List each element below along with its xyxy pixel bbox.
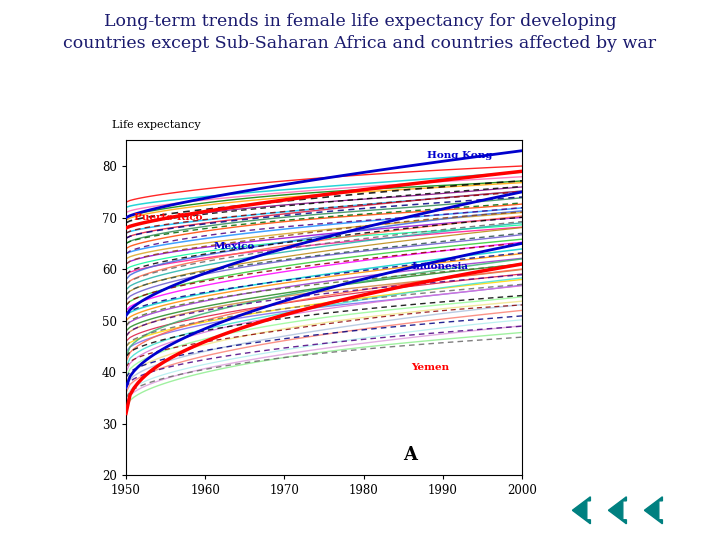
Text: A: A [403,446,417,464]
Text: Life expectancy: Life expectancy [112,119,200,130]
Text: Mexico: Mexico [213,241,254,251]
Text: Indonesia: Indonesia [411,262,468,271]
Text: Hong Kong: Hong Kong [427,151,492,160]
Text: countries except Sub-Saharan Africa and countries affected by war: countries except Sub-Saharan Africa and … [63,35,657,52]
Text: Yemen: Yemen [411,362,449,372]
Text: Long-term trends in female life expectancy for developing: Long-term trends in female life expectan… [104,14,616,30]
Text: Puerto Rico: Puerto Rico [134,213,202,222]
